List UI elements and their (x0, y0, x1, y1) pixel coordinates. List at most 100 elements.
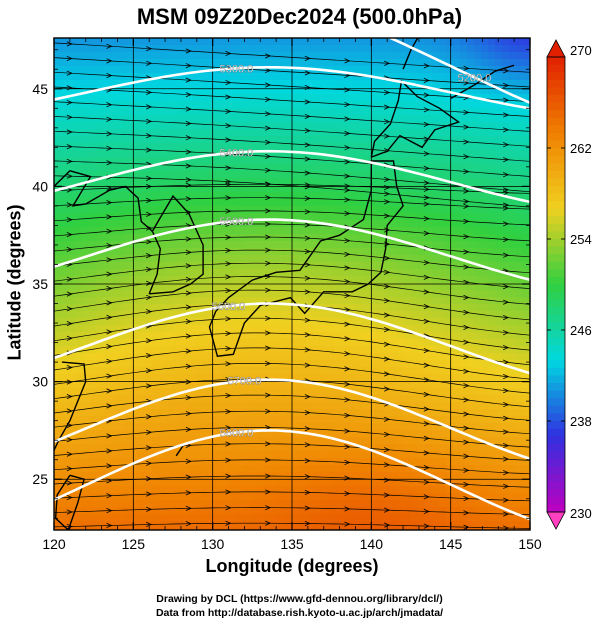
field-cell (68, 409, 76, 417)
field-cell (334, 353, 342, 361)
field-cell (355, 395, 363, 403)
field-cell (138, 80, 146, 88)
field-cell (271, 52, 279, 60)
field-cell (215, 115, 223, 123)
field-cell (411, 164, 419, 172)
field-cell (348, 129, 356, 137)
field-cell (68, 136, 76, 144)
field-cell (362, 339, 370, 347)
field-cell (264, 255, 272, 263)
field-cell (495, 374, 503, 382)
field-cell (411, 479, 419, 487)
field-cell (320, 276, 328, 284)
field-cell (432, 38, 440, 46)
field-cell (432, 521, 440, 529)
field-cell (292, 507, 300, 515)
field-cell (523, 465, 530, 473)
field-cell (229, 402, 237, 410)
field-cell (152, 514, 160, 522)
field-cell (54, 234, 62, 242)
field-cell (390, 339, 398, 347)
field-cell (453, 80, 461, 88)
field-cell (271, 87, 279, 95)
field-cell (96, 269, 104, 277)
field-cell (250, 45, 258, 53)
field-cell (376, 409, 384, 417)
field-cell (320, 353, 328, 361)
field-cell (145, 227, 153, 235)
field-cell (460, 353, 468, 361)
wind-arrow (423, 479, 430, 485)
wind-arrow (265, 520, 272, 526)
field-cell (369, 388, 377, 396)
field-cell (397, 423, 405, 431)
field-cell (502, 206, 510, 214)
field-cell (488, 276, 496, 284)
field-cell (117, 185, 125, 193)
field-cell (159, 87, 167, 95)
field-cell (229, 185, 237, 193)
field-cell (75, 136, 83, 144)
field-cell (523, 374, 530, 382)
field-cell (348, 451, 356, 459)
field-cell (383, 220, 391, 228)
field-cell (474, 276, 482, 284)
field-cell (509, 339, 517, 347)
field-cell (509, 290, 517, 298)
field-cell (523, 402, 530, 410)
wind-arrow (423, 494, 430, 500)
field-cell (432, 493, 440, 501)
field-cell (453, 353, 461, 361)
field-cell (467, 528, 475, 530)
wind-arrow (463, 368, 470, 374)
field-cell (187, 472, 195, 480)
field-cell (54, 164, 62, 172)
field-cell (306, 129, 314, 137)
wind-arrow (463, 453, 470, 459)
field-cell (453, 388, 461, 396)
field-cell (446, 325, 454, 333)
field-cell (523, 437, 530, 445)
field-cell (383, 318, 391, 326)
field-cell (495, 402, 503, 410)
field-cell (516, 486, 524, 494)
field-cell (215, 402, 223, 410)
field-cell (495, 80, 503, 88)
field-cell (250, 360, 258, 368)
field-cell (208, 339, 216, 347)
field-cell (404, 122, 412, 130)
field-cell (82, 325, 90, 333)
field-cell (166, 150, 174, 158)
field-cell (439, 269, 447, 277)
field-cell (166, 52, 174, 60)
field-cell (376, 402, 384, 410)
field-cell (502, 458, 510, 466)
field-cell (362, 115, 370, 123)
field-cell (229, 276, 237, 284)
field-cell (432, 458, 440, 466)
field-cell (460, 437, 468, 445)
field-cell (502, 430, 510, 438)
field-cell (215, 486, 223, 494)
field-cell (411, 339, 419, 347)
field-cell (411, 129, 419, 137)
field-cell (229, 332, 237, 340)
field-cell (194, 199, 202, 207)
field-cell (285, 332, 293, 340)
field-cell (509, 325, 517, 333)
field-cell (271, 164, 279, 172)
field-cell (215, 52, 223, 60)
wind-arrow (423, 450, 430, 456)
field-cell (194, 234, 202, 242)
field-cell (369, 437, 377, 445)
field-cell (264, 507, 272, 515)
wind-arrow (185, 505, 192, 511)
field-cell (509, 444, 517, 452)
field-cell (194, 367, 202, 375)
field-cell (334, 59, 342, 67)
field-cell (334, 402, 342, 410)
field-cell (474, 521, 482, 529)
field-cell (145, 143, 153, 151)
field-cell (516, 136, 524, 144)
field-cell (404, 493, 412, 501)
